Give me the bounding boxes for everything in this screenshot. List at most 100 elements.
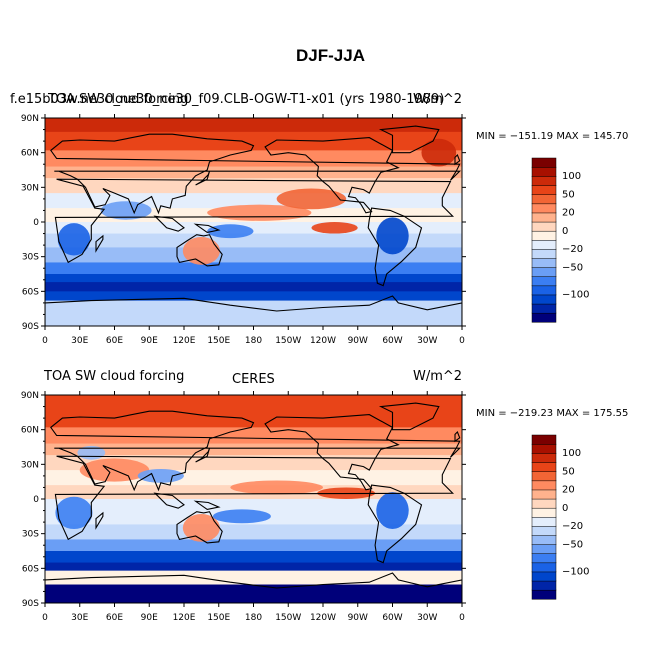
contour-region — [207, 224, 254, 239]
colorbar-swatch — [531, 480, 557, 491]
lat-tick-label: 90N — [21, 114, 39, 124]
lon-tick-label: 90W — [348, 336, 368, 346]
colorbar-swatch — [531, 452, 557, 463]
colorbar-swatch — [531, 571, 557, 582]
lat-tick-label: 30S — [22, 253, 39, 263]
lon-tick-label: 90W — [348, 613, 368, 623]
coastline — [367, 484, 423, 564]
min-max-label: MIN = −219.23 MAX = 175.55 — [476, 408, 629, 419]
colorbar-swatch — [531, 303, 557, 314]
colorbar-swatch — [531, 462, 557, 472]
contour-band — [45, 178, 462, 194]
coastlines — [45, 125, 462, 326]
colorbar-swatch — [531, 498, 557, 509]
lat-tick-label: 90N — [21, 391, 39, 401]
colorbar-label: 0 — [562, 226, 568, 237]
coastline — [50, 410, 462, 492]
lat-tick-label: 30S — [22, 530, 39, 540]
colorbar-swatch — [531, 212, 557, 223]
colorbar-swatch — [531, 230, 557, 241]
colorbar-swatch — [531, 175, 557, 186]
coastline — [54, 178, 455, 264]
contour-region — [212, 509, 271, 524]
colorbar-label: 50 — [562, 466, 575, 477]
contour-band — [45, 551, 462, 564]
colorbar-label: −100 — [562, 290, 589, 301]
contour-band — [45, 166, 462, 179]
lon-tick-label: 60E — [106, 613, 123, 623]
panel-units-label: W/m^2 — [413, 92, 463, 107]
contour-region — [57, 223, 91, 256]
coastline — [45, 295, 462, 326]
coastline — [378, 125, 440, 154]
colorbar-label: −100 — [562, 567, 589, 578]
contour-band — [45, 539, 462, 552]
coastlines — [45, 402, 462, 603]
coastline — [454, 154, 461, 166]
lon-tick-label: 150E — [207, 336, 230, 346]
coastline — [153, 215, 185, 232]
lat-tick-label: 90S — [22, 322, 39, 332]
model-map-panel: f.e15b03w.ne30_ne30_ne30_f09.CLB-OGW-T1-… — [0, 88, 661, 388]
lon-tick-label: 180 — [245, 336, 262, 346]
contour-band — [45, 222, 462, 235]
contour-band — [45, 408, 462, 428]
colorbar-label: −20 — [562, 521, 583, 532]
lon-tick-label: 0 — [42, 336, 48, 346]
contour-band — [45, 395, 462, 410]
contour-region — [230, 480, 323, 495]
colorbar-swatch — [531, 203, 557, 214]
lon-tick-label: 180 — [245, 613, 262, 623]
colorbar-swatch — [531, 516, 557, 527]
contour-field — [45, 395, 462, 603]
lon-tick-label: 150E — [207, 613, 230, 623]
colorbar-swatch — [531, 312, 557, 323]
colorbar-swatch — [531, 544, 557, 554]
contour-region — [376, 217, 409, 255]
coastline — [195, 448, 211, 463]
colorbar-swatch — [531, 267, 557, 277]
colorbar-swatch — [531, 562, 557, 573]
lat-tick-label: 60N — [21, 149, 39, 159]
colorbar-label: −50 — [562, 539, 583, 550]
colorbar-swatch — [531, 580, 557, 591]
contour-band — [45, 584, 462, 603]
colorbar-swatch — [531, 471, 557, 482]
lat-tick-label: 0 — [33, 218, 39, 228]
contour-region — [182, 237, 220, 265]
panel-variable-label: TOA SW cloud forcing — [48, 92, 189, 107]
lon-tick-label: 60W — [382, 336, 402, 346]
contour-region — [182, 514, 220, 542]
colorbar-label: 20 — [562, 208, 575, 219]
lon-tick-label: 60W — [382, 613, 402, 623]
colorbar-label: 20 — [562, 485, 575, 496]
contour-band — [45, 455, 462, 471]
contour-band — [45, 570, 462, 586]
contour-region — [311, 222, 358, 234]
figure-title: DJF-JJA — [296, 46, 365, 65]
colorbar-label: −50 — [562, 262, 583, 273]
lon-tick-label: 90E — [141, 613, 158, 623]
colorbar-swatch — [531, 534, 557, 545]
colorbar-label: 0 — [562, 503, 568, 514]
coastline — [195, 171, 211, 186]
contour-region — [100, 201, 152, 220]
panel-left-label: f.e15b03w.ne30_ne30_ne30_f09.CLB-OGW-T1-… — [10, 92, 445, 107]
lon-tick-label: 0 — [42, 613, 48, 623]
contour-band — [45, 193, 462, 209]
colorbar-swatch — [531, 489, 557, 500]
lat-tick-label: 60N — [21, 426, 39, 436]
colorbar-swatch — [531, 194, 557, 205]
lon-tick-label: 120W — [310, 613, 336, 623]
colorbar-swatch — [531, 507, 557, 518]
contour-band — [45, 499, 462, 512]
coastline — [193, 500, 221, 510]
lon-tick-label: 0 — [459, 336, 465, 346]
coastline — [45, 572, 462, 603]
contour-field — [45, 118, 462, 326]
lat-tick-label: 30N — [21, 460, 39, 470]
lon-tick-label: 150W — [275, 336, 301, 346]
colorbar: 100 50 20 0 −20 −50 −100 — [531, 434, 589, 600]
contour-band — [45, 118, 462, 133]
